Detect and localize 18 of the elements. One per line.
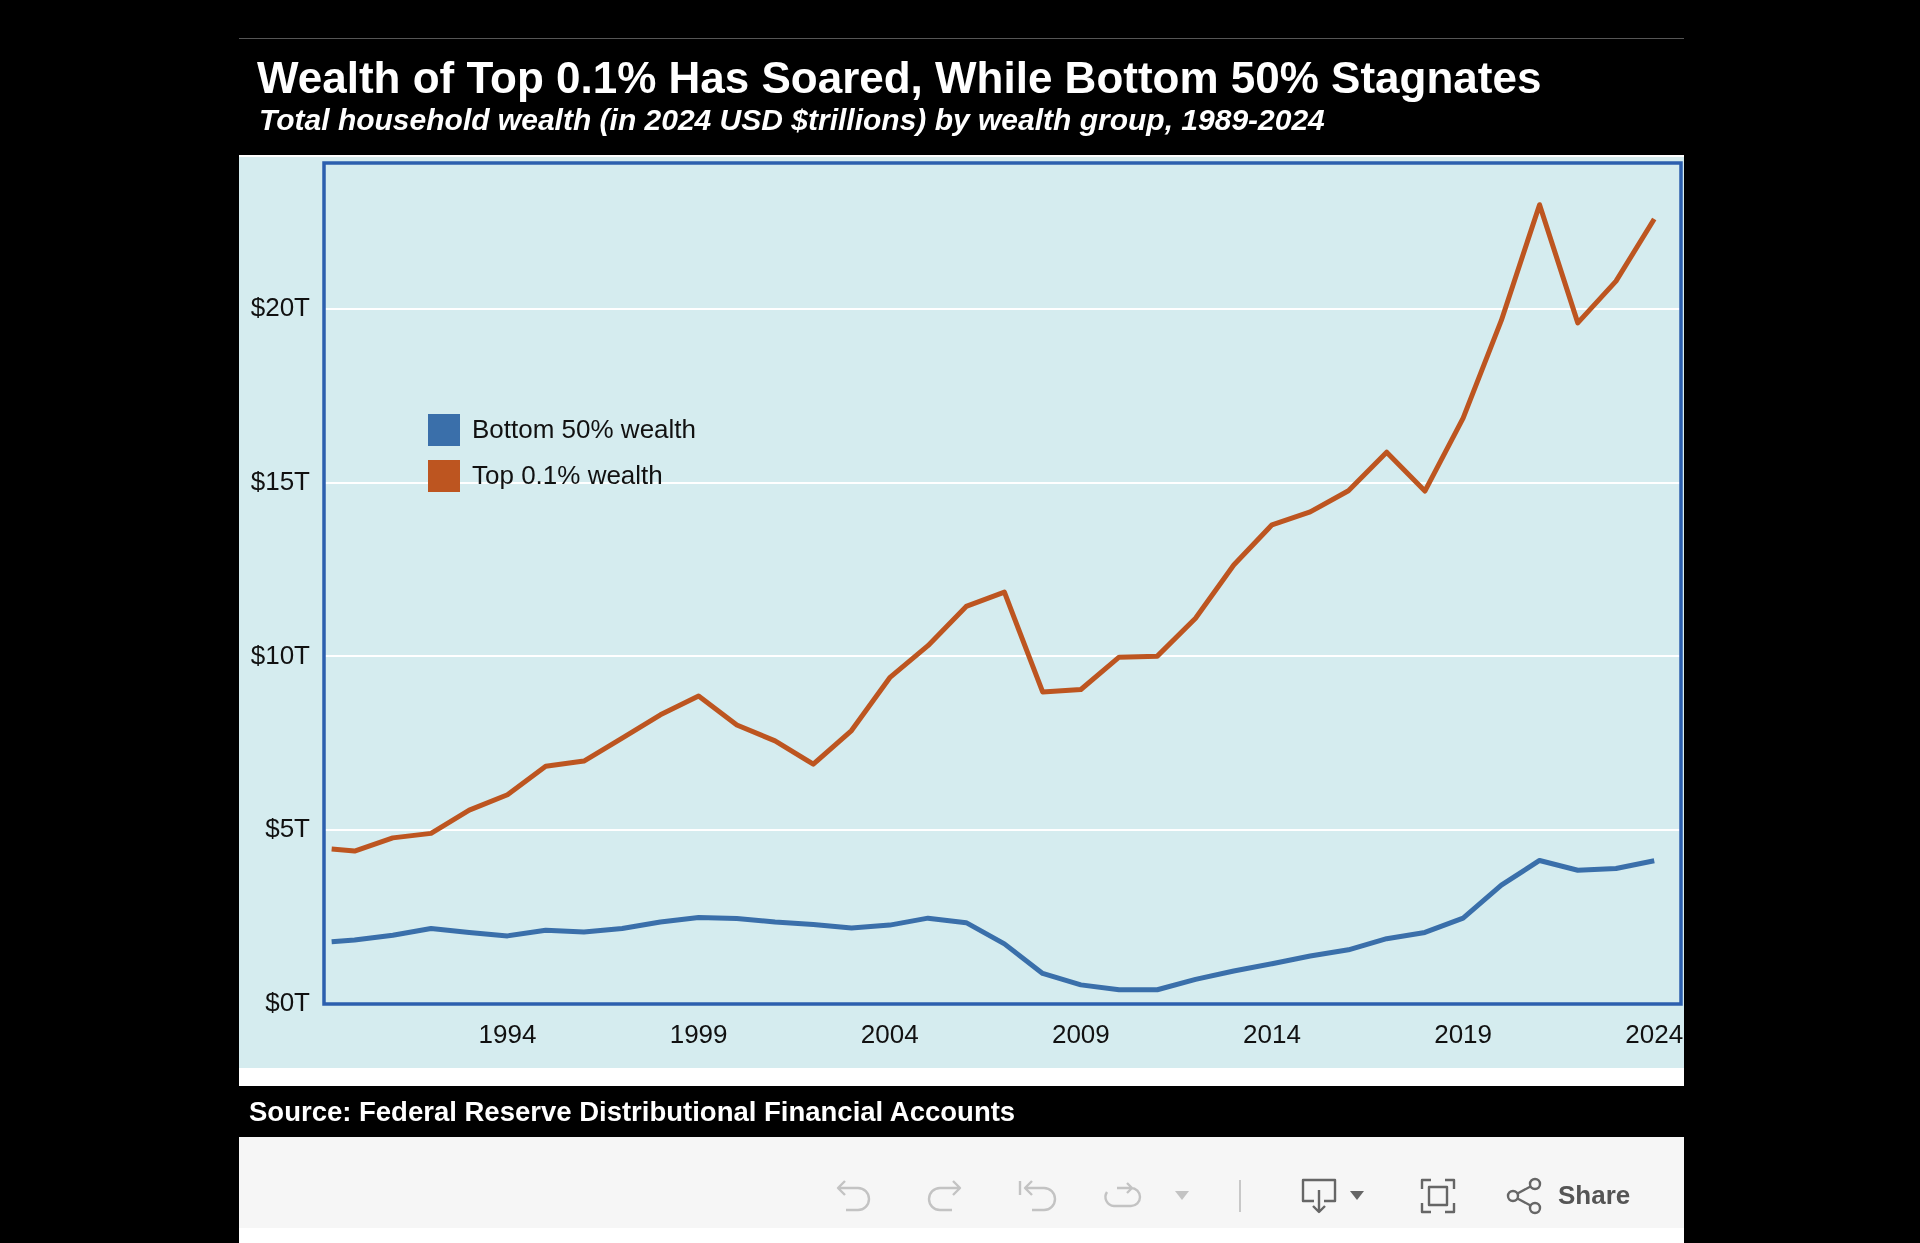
x-tick-label: 1999: [669, 1018, 728, 1049]
chart-title: Wealth of Top 0.1% Has Soared, While Bottom 50% Stagnates: [257, 53, 1542, 103]
x-tick-label: 2019: [1434, 1018, 1493, 1049]
y-tick-label: $0T: [265, 987, 311, 1018]
legend-label: Top 0.1% wealth: [472, 460, 663, 491]
legend-label: Bottom 50% wealth: [472, 414, 697, 445]
chart-subtitle: Total household wealth (in 2024 USD $trillions) by wealth group, 1989-2024: [259, 103, 1325, 137]
x-tick-label: 2009: [1051, 1018, 1110, 1049]
x-tick-label: 1994: [478, 1018, 537, 1049]
text: Share: [1558, 1180, 1631, 1211]
x-tick-label: 2014: [1243, 1018, 1301, 1049]
source-note: Source: Federal Reserve Distributional Financial Accounts: [249, 1096, 1016, 1128]
y-tick-label: $20T: [250, 292, 311, 323]
y-tick-label: $15T: [250, 465, 311, 496]
y-tick-label: $5T: [265, 813, 311, 844]
y-tick-label: $10T: [250, 639, 311, 670]
x-tick-label: 2004: [860, 1018, 919, 1049]
x-tick-label: 2024: [1625, 1018, 1684, 1049]
